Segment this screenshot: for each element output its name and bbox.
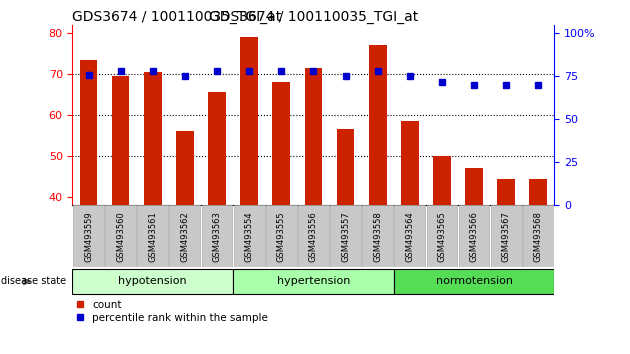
Bar xyxy=(176,131,194,205)
FancyBboxPatch shape xyxy=(266,205,297,267)
Text: GSM493560: GSM493560 xyxy=(116,211,125,262)
Bar xyxy=(465,169,483,205)
FancyBboxPatch shape xyxy=(202,205,232,267)
Bar xyxy=(272,82,290,205)
Text: hypotension: hypotension xyxy=(118,276,187,286)
Text: GSM493568: GSM493568 xyxy=(534,211,543,262)
Bar xyxy=(208,92,226,205)
Legend: count, percentile rank within the sample: count, percentile rank within the sample xyxy=(72,296,272,327)
Bar xyxy=(497,179,515,205)
Bar xyxy=(240,37,258,205)
FancyBboxPatch shape xyxy=(523,205,554,267)
FancyBboxPatch shape xyxy=(169,205,200,267)
Bar xyxy=(401,121,419,205)
Bar xyxy=(369,45,387,205)
FancyBboxPatch shape xyxy=(394,269,554,294)
Bar xyxy=(529,179,547,205)
FancyBboxPatch shape xyxy=(459,205,490,267)
FancyBboxPatch shape xyxy=(298,205,329,267)
FancyBboxPatch shape xyxy=(73,205,104,267)
Text: disease state: disease state xyxy=(1,276,66,286)
Text: GSM493557: GSM493557 xyxy=(341,211,350,262)
Text: GSM493558: GSM493558 xyxy=(373,211,382,262)
Bar xyxy=(433,156,451,205)
Text: GSM493562: GSM493562 xyxy=(180,211,190,262)
Text: GSM493564: GSM493564 xyxy=(405,211,415,262)
FancyBboxPatch shape xyxy=(491,205,522,267)
Text: hypertension: hypertension xyxy=(277,276,350,286)
FancyBboxPatch shape xyxy=(362,205,393,267)
Text: GSM493561: GSM493561 xyxy=(148,211,158,262)
Text: GSM493563: GSM493563 xyxy=(212,211,222,262)
FancyBboxPatch shape xyxy=(72,269,233,294)
Text: GSM493554: GSM493554 xyxy=(244,211,254,262)
Text: GSM493555: GSM493555 xyxy=(277,211,286,262)
Bar xyxy=(112,76,130,205)
FancyBboxPatch shape xyxy=(394,205,425,267)
FancyBboxPatch shape xyxy=(427,205,457,267)
Text: GSM493556: GSM493556 xyxy=(309,211,318,262)
Text: GDS3674 / 100110035_TGI_at: GDS3674 / 100110035_TGI_at xyxy=(72,10,282,24)
Bar xyxy=(304,68,323,205)
Bar xyxy=(336,130,355,205)
FancyBboxPatch shape xyxy=(233,269,394,294)
Text: GSM493566: GSM493566 xyxy=(469,211,479,262)
Text: GSM493559: GSM493559 xyxy=(84,211,93,262)
Title: GDS3674 / 100110035_TGI_at: GDS3674 / 100110035_TGI_at xyxy=(209,10,418,24)
FancyBboxPatch shape xyxy=(137,205,168,267)
FancyBboxPatch shape xyxy=(105,205,136,267)
Text: GSM493565: GSM493565 xyxy=(437,211,447,262)
Bar xyxy=(79,60,98,205)
Bar xyxy=(144,72,162,205)
Text: normotension: normotension xyxy=(435,276,513,286)
FancyBboxPatch shape xyxy=(330,205,361,267)
Text: GSM493567: GSM493567 xyxy=(501,211,511,262)
FancyBboxPatch shape xyxy=(234,205,265,267)
